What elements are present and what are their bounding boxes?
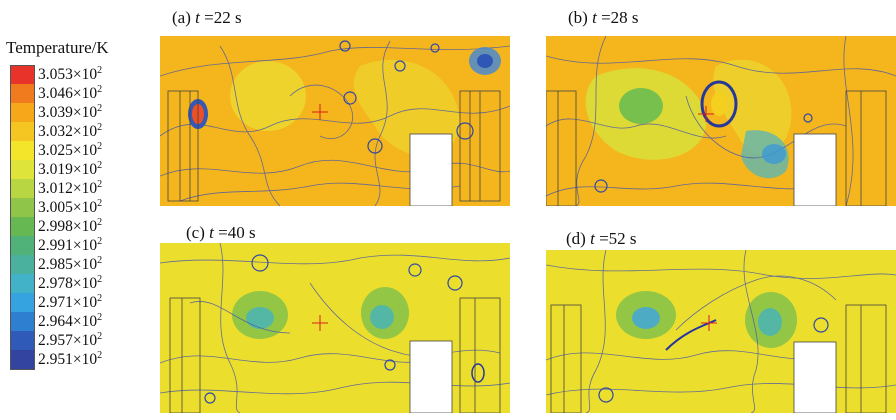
legend-label: 3.012×102 xyxy=(38,179,103,197)
center-marker xyxy=(312,315,328,331)
legend-label: 2.985×102 xyxy=(38,255,103,273)
legend-label: 3.053×102 xyxy=(38,65,103,83)
white-block xyxy=(409,133,453,206)
cool-core xyxy=(632,307,660,329)
legend-swatch xyxy=(10,312,35,331)
legend-label: 2.971×102 xyxy=(38,293,103,311)
vortex-swirls xyxy=(204,254,463,404)
legend-swatch xyxy=(10,236,35,255)
panel-c-title: (c) t =40 s xyxy=(186,223,256,242)
cool-core xyxy=(370,305,394,329)
warm-region xyxy=(713,59,792,155)
vortex-swirls xyxy=(594,113,813,193)
legend-swatch xyxy=(10,350,35,370)
vortex-swirls xyxy=(339,40,474,154)
white-block xyxy=(793,133,837,206)
streamlines xyxy=(160,243,510,413)
center-marker xyxy=(698,106,714,122)
cold-vortex xyxy=(762,144,786,164)
legend-swatch xyxy=(10,84,35,103)
panel-b-temperature-field xyxy=(546,36,896,206)
cold-vortex-core xyxy=(477,54,493,68)
cool-region xyxy=(619,88,663,124)
legend-swatch xyxy=(10,331,35,350)
legend-swatch xyxy=(10,293,35,312)
white-block xyxy=(409,340,453,413)
legend-swatch xyxy=(10,217,35,236)
side-structure xyxy=(550,304,887,413)
legend-label: 2.957×102 xyxy=(38,331,103,349)
vortex-ring xyxy=(471,363,485,383)
legend-label: 3.005×102 xyxy=(38,198,103,216)
warm-region xyxy=(230,61,306,131)
vortex-swirls xyxy=(598,317,829,403)
panel-a-title: (a) t =22 s xyxy=(172,8,242,27)
center-marker xyxy=(701,315,717,331)
side-structure xyxy=(546,90,887,206)
legend-label: 3.046×102 xyxy=(38,84,103,102)
legend-swatch xyxy=(10,103,35,122)
legend-swatch xyxy=(10,160,35,179)
streamlines xyxy=(546,36,896,206)
white-block xyxy=(793,341,837,413)
legend-label: 3.032×102 xyxy=(38,122,103,140)
temperature-legend: 3.053×102 3.046×102 3.039×102 3.032×102 … xyxy=(10,65,180,385)
panel-d-title: (d) t =52 s xyxy=(566,229,637,248)
streamline-bold xyxy=(665,319,717,351)
panel-c-temperature-field xyxy=(160,243,510,413)
panel-a-temperature-field xyxy=(160,36,510,206)
cool-core xyxy=(246,307,274,329)
legend-label: 3.019×102 xyxy=(38,160,103,178)
legend-label: 3.025×102 xyxy=(38,141,103,159)
legend-swatch xyxy=(10,122,35,141)
legend-label: 2.991×102 xyxy=(38,236,103,254)
cool-core xyxy=(758,308,782,336)
legend-swatch xyxy=(10,65,35,85)
legend-label: 2.998×102 xyxy=(38,217,103,235)
side-structure xyxy=(167,90,501,202)
legend-label: 2.964×102 xyxy=(38,312,103,330)
center-marker xyxy=(312,104,328,120)
warm-region xyxy=(353,59,460,157)
legend-swatch xyxy=(10,141,35,160)
streamlines xyxy=(546,250,896,413)
panel-b-title: (b) t =28 s xyxy=(568,8,639,27)
legend-swatch xyxy=(10,179,35,198)
legend-title: Temperature/K xyxy=(6,38,109,57)
legend-label: 3.039×102 xyxy=(38,103,103,121)
legend-swatch xyxy=(10,198,35,217)
hot-core xyxy=(711,92,727,116)
legend-swatch xyxy=(10,274,35,293)
legend-label: 2.951×102 xyxy=(38,350,103,368)
panel-d-temperature-field xyxy=(546,250,896,420)
legend-swatch xyxy=(10,255,35,274)
legend-label: 2.978×102 xyxy=(38,274,103,292)
vortex-ring xyxy=(700,80,738,128)
side-structure xyxy=(169,297,501,413)
panel-background xyxy=(160,243,510,413)
